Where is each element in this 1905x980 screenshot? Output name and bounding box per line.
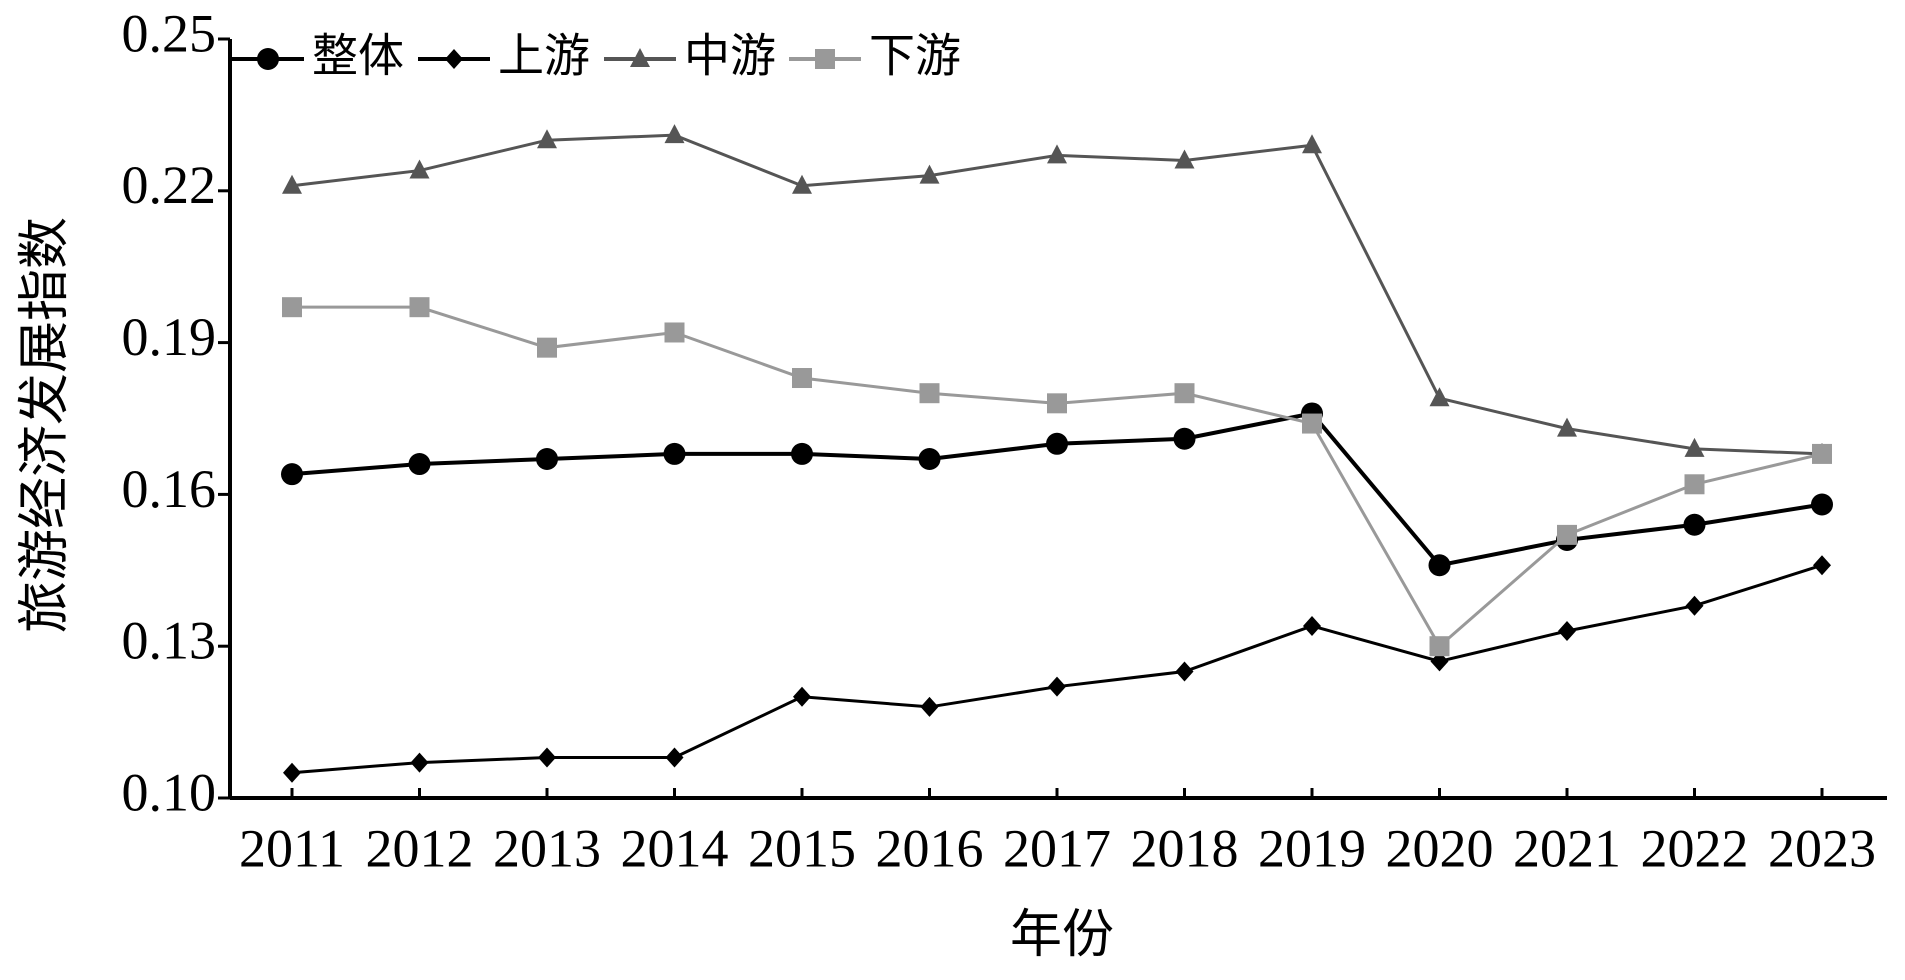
data-point bbox=[283, 762, 301, 783]
data-point bbox=[1813, 555, 1831, 576]
legend-label: 上游 bbox=[498, 29, 590, 83]
x-tick-label: 2014 bbox=[621, 818, 729, 878]
data-point bbox=[537, 129, 557, 149]
y-tick-label: 0.13 bbox=[122, 611, 217, 671]
y-tick-label: 0.16 bbox=[122, 459, 217, 519]
data-point bbox=[793, 686, 811, 707]
x-axis-title: 年份 bbox=[1010, 907, 1114, 964]
data-point bbox=[538, 747, 556, 768]
x-tick-label: 2019 bbox=[1258, 818, 1366, 878]
data-point bbox=[1302, 413, 1322, 434]
data-point bbox=[1812, 443, 1832, 464]
x-tick-label: 2015 bbox=[748, 818, 856, 878]
data-point bbox=[536, 447, 558, 470]
data-point bbox=[665, 747, 684, 768]
legend-marker bbox=[257, 48, 279, 70]
series-line bbox=[291, 563, 1823, 775]
x-tick-label: 2020 bbox=[1386, 818, 1494, 878]
legend-label: 中游 bbox=[684, 29, 776, 83]
x-tick-label: 2016 bbox=[876, 818, 984, 878]
data-point bbox=[282, 174, 302, 194]
data-point bbox=[1046, 432, 1068, 455]
data-point bbox=[1047, 144, 1067, 164]
series-line bbox=[292, 305, 1823, 649]
data-point bbox=[1684, 474, 1705, 495]
data-point bbox=[1174, 149, 1195, 169]
x-tick-label: 2017 bbox=[1003, 818, 1111, 878]
data-point bbox=[1048, 676, 1066, 697]
legend-marker bbox=[815, 49, 835, 69]
data-point bbox=[1684, 437, 1705, 457]
data-point bbox=[410, 752, 429, 773]
data-point bbox=[1558, 621, 1576, 642]
data-point bbox=[1173, 427, 1196, 450]
data-point bbox=[409, 297, 430, 318]
data-point bbox=[919, 164, 940, 184]
y-tick-label: 0.10 bbox=[122, 762, 217, 822]
data-point bbox=[1175, 661, 1194, 682]
data-point bbox=[1047, 393, 1067, 414]
data-point bbox=[792, 368, 812, 389]
y-tick-label: 0.19 bbox=[122, 307, 217, 367]
data-point bbox=[537, 337, 557, 358]
x-tick-label: 2021 bbox=[1513, 818, 1621, 878]
legend-marker bbox=[630, 48, 650, 67]
data-point bbox=[1303, 615, 1321, 636]
data-point bbox=[1174, 383, 1195, 404]
data-point bbox=[282, 297, 302, 318]
data-point bbox=[1811, 493, 1833, 516]
data-point bbox=[664, 124, 685, 144]
x-tick-label: 2018 bbox=[1131, 818, 1239, 878]
data-point bbox=[1430, 651, 1449, 672]
data-point bbox=[791, 442, 813, 465]
legend-label: 下游 bbox=[869, 29, 961, 83]
data-point bbox=[1428, 554, 1451, 577]
y-axis-title: 旅游经济发展指数 bbox=[17, 217, 74, 633]
legend-marker bbox=[445, 49, 463, 69]
data-point bbox=[792, 174, 812, 194]
data-point bbox=[1557, 524, 1577, 545]
data-point bbox=[920, 696, 939, 717]
x-tick-label: 2011 bbox=[239, 818, 345, 878]
data-point bbox=[1302, 134, 1322, 154]
x-tick-label: 2013 bbox=[493, 818, 601, 878]
x-tick-label: 2012 bbox=[366, 818, 474, 878]
x-tick-label: 2023 bbox=[1768, 818, 1876, 878]
data-point bbox=[281, 463, 303, 486]
data-point bbox=[919, 383, 940, 404]
data-point bbox=[408, 453, 431, 476]
data-point bbox=[1429, 387, 1450, 407]
data-point bbox=[1683, 513, 1706, 536]
x-tick-label: 2022 bbox=[1641, 818, 1749, 878]
y-tick-label: 0.25 bbox=[122, 3, 217, 63]
data-point bbox=[664, 322, 685, 343]
data-point bbox=[663, 442, 686, 465]
data-point bbox=[918, 447, 941, 470]
y-tick-label: 0.22 bbox=[122, 155, 217, 215]
legend-label: 整体 bbox=[312, 29, 404, 83]
data-point bbox=[1557, 417, 1577, 437]
data-point bbox=[1685, 595, 1704, 616]
data-point bbox=[409, 159, 430, 179]
data-point bbox=[1429, 636, 1450, 657]
